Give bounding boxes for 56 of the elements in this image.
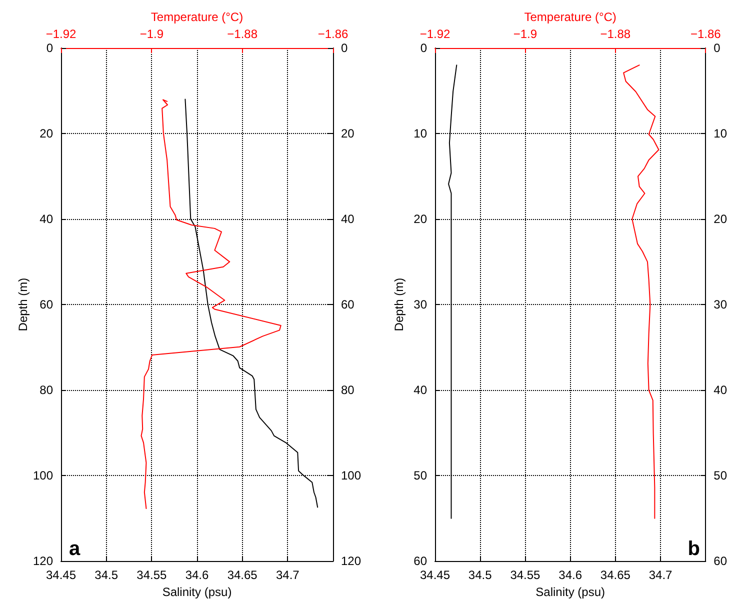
x2-axis-title: Temperature (°C): [150, 10, 244, 24]
x2-tick-label: −1.86: [318, 27, 348, 41]
y-tick-label: 50: [414, 468, 428, 483]
y2-tick-label: 40: [341, 212, 355, 226]
y2-tick-label: 100: [341, 468, 362, 483]
y2-tick-label: 20: [714, 212, 728, 226]
y2-tick-label: 60: [714, 554, 728, 568]
x-tick-label: 34.55: [510, 568, 541, 582]
y2-tick-label: 50: [714, 468, 728, 483]
x2-tick-label: −1.88: [227, 27, 258, 41]
y2-tick-label: 0: [341, 41, 348, 55]
y-tick-label: 120: [32, 554, 54, 568]
y2-tick-label: 120: [341, 554, 362, 568]
y-tick-label: 20: [40, 126, 54, 141]
y2-tick-label: 30: [714, 298, 728, 312]
y2-tick-label: 80: [341, 383, 355, 398]
x-tick-label: 34.65: [227, 568, 258, 582]
y2-tick-label: 0: [714, 41, 721, 55]
y-axis-title: Depth (m): [392, 278, 406, 332]
x2-axis-title: Temperature (°C): [524, 10, 616, 24]
x2-tick-label: −1.92: [420, 27, 450, 41]
y-tick-label: 40: [40, 212, 54, 226]
x-tick-label: 34.65: [600, 568, 631, 582]
x2-tick-label: −1.86: [690, 27, 722, 41]
y-tick-label: 20: [414, 212, 428, 226]
y2-tick-label: 20: [341, 126, 355, 141]
y-tick-label: 80: [40, 383, 54, 398]
x-tick-label: 34.45: [46, 568, 76, 582]
x-tick-label: 34.5: [468, 568, 492, 582]
y2-tick-label: 60: [341, 298, 355, 312]
y-tick-label: 0: [46, 41, 54, 55]
y-axis-title: Depth (m): [16, 278, 30, 332]
x-tick-label: 34.6: [185, 568, 209, 582]
y-tick-label: 100: [32, 468, 54, 483]
x2-tick-label: −1.88: [600, 27, 631, 41]
y-tick-label: 10: [414, 126, 428, 141]
y-tick-label: 30: [414, 298, 428, 312]
x-tick-label: 34.5: [94, 568, 118, 582]
y-tick-label: 40: [414, 383, 428, 398]
y-tick-label: 60: [414, 554, 428, 568]
x-tick-label: 34.7: [276, 568, 300, 582]
y2-tick-label: 40: [714, 383, 728, 398]
y-tick-label: 60: [40, 298, 54, 312]
x2-tick-label: −1.9: [513, 27, 538, 41]
x-tick-label: 34.55: [136, 568, 168, 582]
x2-tick-label: −1.9: [140, 27, 164, 41]
y-tick-label: 0: [420, 41, 428, 55]
y2-tick-label: 10: [714, 126, 728, 141]
x-tick-label: 34.45: [420, 568, 450, 582]
x-tick-label: 34.7: [648, 568, 673, 582]
x-axis-title: Salinity (psu): [162, 585, 232, 599]
annotation: b: [688, 538, 700, 560]
annotation: a: [69, 538, 81, 560]
x-axis-title: Salinity (psu): [536, 585, 606, 599]
x-tick-label: 34.6: [558, 568, 582, 582]
x2-tick-label: −1.92: [46, 27, 76, 41]
